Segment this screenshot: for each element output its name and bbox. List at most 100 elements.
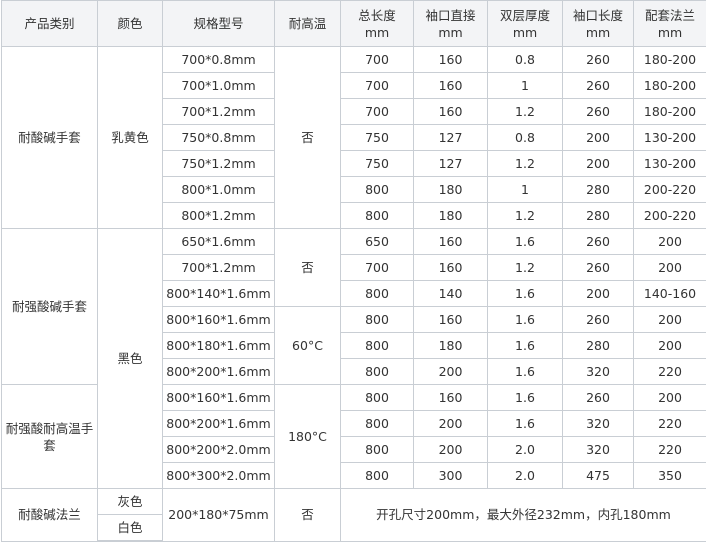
length-cell: 800 [341, 463, 414, 489]
cuff-length-cell: 260 [563, 255, 634, 281]
spec-cell: 200*180*75mm [163, 489, 275, 542]
spec-cell: 800*140*1.6mm [163, 281, 275, 307]
note-cell: 开孔尺寸200mm，最大外径232mm，内孔180mm [341, 489, 706, 542]
column-header: 颜色 [98, 1, 163, 47]
spec-cell: 800*300*2.0mm [163, 463, 275, 489]
header-label: 规格型号 [165, 15, 272, 32]
cuff-diameter-cell: 180 [414, 333, 488, 359]
length-cell: 700 [341, 99, 414, 125]
flange-cell: 130-200 [634, 151, 706, 177]
cuff-diameter-cell: 127 [414, 125, 488, 151]
cuff-diameter-cell: 200 [414, 359, 488, 385]
heat-cell: 否 [275, 489, 341, 542]
cuff-diameter-cell: 160 [414, 47, 488, 73]
length-cell: 650 [341, 229, 414, 255]
flange-cell: 220 [634, 359, 706, 385]
spec-cell: 800*160*1.6mm [163, 307, 275, 333]
heat-cell: 否 [275, 47, 341, 229]
thickness-cell: 1.6 [488, 385, 563, 411]
thickness-cell: 1.2 [488, 255, 563, 281]
flange-cell: 180-200 [634, 47, 706, 73]
spec-cell: 800*1.0mm [163, 177, 275, 203]
column-header: 规格型号 [163, 1, 275, 47]
header-unit: mm [636, 24, 704, 41]
flange-cell: 140-160 [634, 281, 706, 307]
header-label: 总长度 [343, 7, 411, 24]
length-cell: 800 [341, 333, 414, 359]
length-cell: 800 [341, 359, 414, 385]
cuff-diameter-cell: 140 [414, 281, 488, 307]
length-cell: 700 [341, 47, 414, 73]
spec-cell: 750*1.2mm [163, 151, 275, 177]
length-cell: 700 [341, 73, 414, 99]
header-unit: mm [343, 24, 411, 41]
spec-cell: 700*0.8mm [163, 47, 275, 73]
spec-cell: 750*0.8mm [163, 125, 275, 151]
thickness-cell: 1 [488, 177, 563, 203]
cuff-length-cell: 320 [563, 411, 634, 437]
spec-cell: 800*160*1.6mm [163, 385, 275, 411]
thickness-cell: 1.2 [488, 99, 563, 125]
cuff-diameter-cell: 200 [414, 437, 488, 463]
cuff-diameter-cell: 200 [414, 411, 488, 437]
column-header: 耐高温 [275, 1, 341, 47]
thickness-cell: 2.0 [488, 437, 563, 463]
length-cell: 700 [341, 255, 414, 281]
heat-cell: 60°C [275, 307, 341, 385]
spec-cell: 800*200*2.0mm [163, 437, 275, 463]
cuff-diameter-cell: 127 [414, 151, 488, 177]
cuff-diameter-cell: 160 [414, 99, 488, 125]
spec-cell: 800*200*1.6mm [163, 411, 275, 437]
flange-cell: 200 [634, 255, 706, 281]
header-label: 配套法兰 [636, 7, 704, 24]
cuff-diameter-cell: 160 [414, 385, 488, 411]
spec-cell: 800*180*1.6mm [163, 333, 275, 359]
cuff-length-cell: 260 [563, 229, 634, 255]
spec-cell: 700*1.2mm [163, 99, 275, 125]
cuff-diameter-cell: 180 [414, 203, 488, 229]
cuff-length-cell: 260 [563, 99, 634, 125]
thickness-cell: 1.2 [488, 151, 563, 177]
cuff-length-cell: 475 [563, 463, 634, 489]
cuff-length-cell: 280 [563, 203, 634, 229]
flange-cell: 220 [634, 437, 706, 463]
thickness-cell: 2.0 [488, 463, 563, 489]
cuff-length-cell: 260 [563, 47, 634, 73]
length-cell: 800 [341, 385, 414, 411]
heat-cell: 否 [275, 229, 341, 307]
length-cell: 800 [341, 437, 414, 463]
category-cell: 耐强酸耐高温手套 [2, 385, 98, 489]
flange-cell: 200-220 [634, 177, 706, 203]
flange-cell: 220 [634, 411, 706, 437]
cuff-length-cell: 280 [563, 177, 634, 203]
cuff-diameter-cell: 160 [414, 229, 488, 255]
cuff-length-cell: 260 [563, 73, 634, 99]
category-cell: 耐酸碱手套 [2, 47, 98, 229]
cuff-diameter-cell: 160 [414, 307, 488, 333]
cuff-diameter-cell: 300 [414, 463, 488, 489]
color-cell: 灰色 [98, 489, 163, 515]
thickness-cell: 1.6 [488, 333, 563, 359]
header-label: 袖口直接 [416, 7, 485, 24]
length-cell: 800 [341, 307, 414, 333]
spec-cell: 650*1.6mm [163, 229, 275, 255]
thickness-cell: 1.2 [488, 203, 563, 229]
category-cell: 耐强酸碱手套 [2, 229, 98, 385]
flange-cell: 200 [634, 385, 706, 411]
header-unit: mm [416, 24, 485, 41]
thickness-cell: 0.8 [488, 47, 563, 73]
length-cell: 750 [341, 125, 414, 151]
flange-cell: 200 [634, 229, 706, 255]
cuff-length-cell: 260 [563, 307, 634, 333]
header-label: 耐高温 [277, 15, 338, 32]
spec-cell: 800*1.2mm [163, 203, 275, 229]
cuff-length-cell: 280 [563, 333, 634, 359]
spec-cell: 700*1.0mm [163, 73, 275, 99]
cuff-diameter-cell: 180 [414, 177, 488, 203]
length-cell: 800 [341, 411, 414, 437]
